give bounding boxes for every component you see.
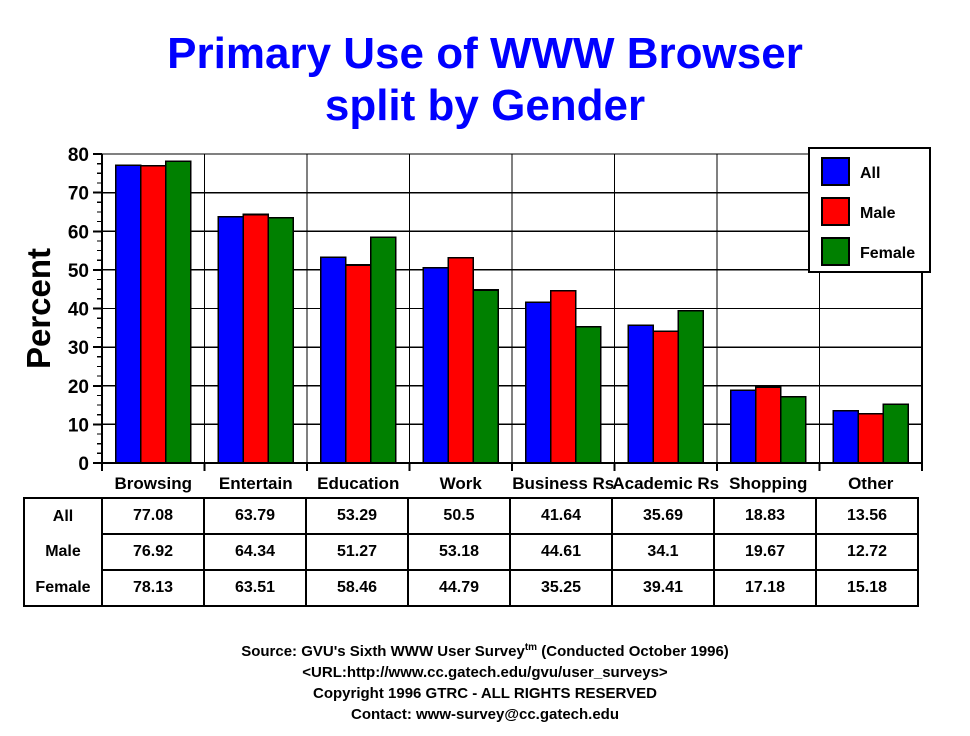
row-label-male: Male bbox=[23, 534, 103, 570]
category-label: Browsing bbox=[115, 474, 192, 493]
legend-label-female: Female bbox=[860, 245, 915, 262]
bar-chart: 0 10 20 30 40 50 60 70 80 Browsing Entertain Educat… bbox=[20, 145, 931, 493]
bar-all-7 bbox=[832, 409, 860, 464]
y-tick-label: 40 bbox=[68, 300, 89, 321]
y-tick-label: 60 bbox=[68, 222, 89, 243]
cell-female-6: 17.18 bbox=[713, 569, 817, 607]
bar-all-3 bbox=[422, 267, 450, 464]
cell-female-7: 15.18 bbox=[815, 569, 919, 607]
y-tick-label: 70 bbox=[68, 184, 89, 205]
cell-male-2: 51.27 bbox=[305, 533, 409, 571]
y-tick-label: 10 bbox=[68, 415, 89, 436]
bar-female-5 bbox=[677, 309, 705, 464]
footer-url-line: <URL:http://www.cc.gatech.edu/gvu/user_s… bbox=[302, 664, 668, 681]
legend-label-all: All bbox=[860, 165, 880, 182]
bar-all-5 bbox=[627, 324, 655, 464]
footer: Source: GVU's Sixth WWW User Surveytm (C… bbox=[0, 637, 970, 725]
cell-male-0: 76.92 bbox=[101, 533, 205, 571]
footer-source-line: Source: GVU's Sixth WWW User Surveytm (C… bbox=[0, 637, 970, 662]
bar-female-7 bbox=[882, 403, 910, 464]
cell-female-1: 63.51 bbox=[203, 569, 307, 607]
bar-female-6 bbox=[779, 395, 807, 464]
y-tick-label: 20 bbox=[68, 377, 89, 398]
cell-all-2: 53.29 bbox=[305, 497, 409, 535]
cell-female-0: 78.13 bbox=[101, 569, 205, 607]
cell-all-1: 63.79 bbox=[203, 497, 307, 535]
footer-source-superscript: tm bbox=[524, 642, 538, 653]
bar-male-6 bbox=[754, 386, 782, 464]
cell-all-6: 18.83 bbox=[713, 497, 817, 535]
bar-male-2 bbox=[344, 264, 372, 464]
bar-female-3 bbox=[472, 289, 500, 464]
bar-male-5 bbox=[652, 330, 680, 464]
cell-all-5: 35.69 bbox=[611, 497, 715, 535]
cell-male-4: 44.61 bbox=[509, 533, 613, 571]
legend-swatch-female bbox=[821, 237, 850, 266]
category-label: Work bbox=[440, 474, 483, 493]
category-label: Shopping bbox=[729, 474, 807, 493]
category-label: Other bbox=[848, 474, 894, 493]
cell-all-4: 41.64 bbox=[509, 497, 613, 535]
bar-male-1 bbox=[242, 213, 270, 464]
cell-male-1: 64.34 bbox=[203, 533, 307, 571]
bar-female-1 bbox=[267, 216, 295, 464]
bar-all-6 bbox=[729, 389, 757, 464]
y-tick-label: 80 bbox=[68, 145, 89, 166]
category-label: Education bbox=[317, 474, 399, 493]
table-row-male: Male 76.92 64.34 51.27 53.18 44.61 34.1 19.67 12… bbox=[23, 533, 919, 571]
footer-source-prefix: Source: GVU's Sixth WWW User Survey bbox=[241, 643, 525, 660]
table-row-female: Female 78.13 63.51 58.46 44.79 35.25 39.41 17.1… bbox=[23, 569, 919, 607]
cell-female-5: 39.41 bbox=[611, 569, 715, 607]
chart-title-line1: Primary Use of WWW Browser bbox=[167, 29, 803, 78]
bar-all-1 bbox=[217, 215, 245, 464]
row-label-female: Female bbox=[23, 570, 103, 606]
footer-source-suffix: (Conducted October 1996) bbox=[537, 643, 729, 660]
footer-contact-line: Contact: www-survey@cc.gatech.edu bbox=[350, 706, 620, 723]
chart-title-line2: split by Gender bbox=[324, 81, 646, 130]
cell-male-5: 34.1 bbox=[611, 533, 715, 571]
bar-all-4 bbox=[524, 301, 552, 464]
bar-all-2 bbox=[319, 256, 347, 464]
legend-label-male: Male bbox=[860, 205, 896, 222]
bar-all-0 bbox=[114, 164, 142, 464]
bar-male-3 bbox=[447, 256, 475, 464]
legend-swatch-male bbox=[821, 197, 850, 226]
row-label-all: All bbox=[23, 498, 103, 534]
category-label: Business Rs bbox=[512, 474, 614, 493]
category-label: Academic Rs bbox=[612, 474, 719, 493]
y-tick-label: 30 bbox=[68, 338, 89, 359]
chart-title: Primary Use of WWW Browser split by Gend… bbox=[0, 28, 970, 132]
cell-male-3: 53.18 bbox=[407, 533, 511, 571]
cell-all-3: 50.5 bbox=[407, 497, 511, 535]
cell-female-4: 35.25 bbox=[509, 569, 613, 607]
bar-male-4 bbox=[549, 289, 577, 464]
cell-male-6: 19.67 bbox=[713, 533, 817, 571]
data-table: All 77.08 63.79 53.29 50.5 41.64 35.69 18.83 13.… bbox=[23, 497, 919, 607]
cell-female-3: 44.79 bbox=[407, 569, 511, 607]
category-label: Entertain bbox=[219, 474, 293, 493]
bar-female-0 bbox=[164, 160, 192, 464]
footer-copyright-line: Copyright 1996 GTRC - ALL RIGHTS RESERVE… bbox=[313, 685, 657, 702]
y-tick-label: 50 bbox=[68, 261, 89, 282]
cell-all-0: 77.08 bbox=[101, 497, 205, 535]
cell-male-7: 12.72 bbox=[815, 533, 919, 571]
y-tick-label: 0 bbox=[78, 454, 89, 475]
bar-female-2 bbox=[369, 236, 397, 464]
y-axis-label: Percent bbox=[20, 248, 57, 369]
bar-female-4 bbox=[574, 326, 602, 464]
cell-female-2: 58.46 bbox=[305, 569, 409, 607]
bar-male-0 bbox=[139, 165, 167, 464]
bar-male-7 bbox=[857, 413, 885, 464]
table-row-all: All 77.08 63.79 53.29 50.5 41.64 35.69 18.83 13.… bbox=[23, 497, 919, 535]
legend-swatch-all bbox=[821, 157, 850, 186]
cell-all-7: 13.56 bbox=[815, 497, 919, 535]
